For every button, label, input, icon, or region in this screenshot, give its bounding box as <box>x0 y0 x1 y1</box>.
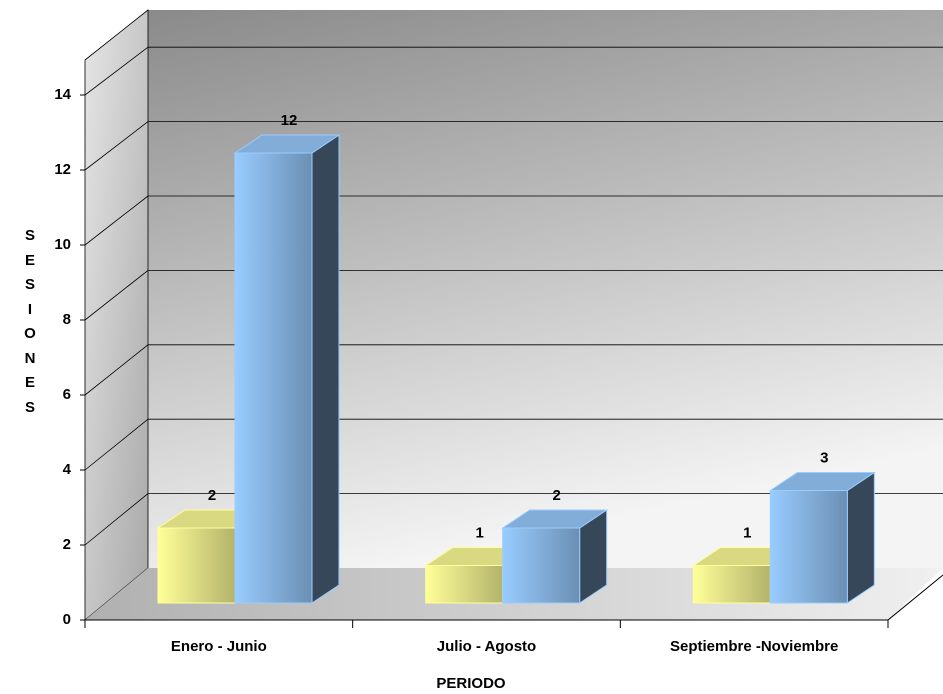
bar-side <box>311 134 340 604</box>
y-tick-label: 14 <box>54 86 71 103</box>
bar <box>234 152 313 604</box>
bar <box>425 565 504 604</box>
y-axis-title: SESIONES <box>24 227 36 416</box>
grid-line <box>84 270 149 321</box>
grid-line <box>84 493 149 546</box>
grid-line <box>84 418 149 471</box>
bar <box>157 527 236 604</box>
data-label: 1 <box>743 524 751 541</box>
data-label: 2 <box>552 487 560 504</box>
bar <box>692 565 771 604</box>
back-wall <box>148 10 943 568</box>
y-tick-label: 4 <box>63 461 72 478</box>
floor-edge <box>887 574 943 621</box>
data-label: 2 <box>208 487 216 504</box>
y-tick-label: 12 <box>54 161 71 178</box>
side-wall <box>84 9 149 621</box>
x-tick-label: Septiembre -Noviembre <box>670 638 838 655</box>
data-label: 1 <box>475 524 483 541</box>
grid-line <box>84 344 149 396</box>
y-tick-label: 10 <box>54 236 71 253</box>
y-tick-label: 8 <box>63 311 71 328</box>
data-label: 3 <box>820 449 828 466</box>
grid-line <box>84 121 149 171</box>
x-tick-label: Julio - Agosto <box>437 638 536 655</box>
y-tick-label: 2 <box>63 536 71 553</box>
grid-line <box>84 46 149 96</box>
x-tick-label: Enero - Junio <box>171 638 267 655</box>
bar-side <box>846 471 875 604</box>
grid-line <box>84 195 149 246</box>
bar <box>769 490 848 604</box>
y-tick-label: 0 <box>63 611 71 628</box>
bar <box>502 527 581 604</box>
data-label: 12 <box>281 112 298 129</box>
y-tick-label: 6 <box>63 386 71 403</box>
x-axis-title: PERIODO <box>436 675 506 692</box>
